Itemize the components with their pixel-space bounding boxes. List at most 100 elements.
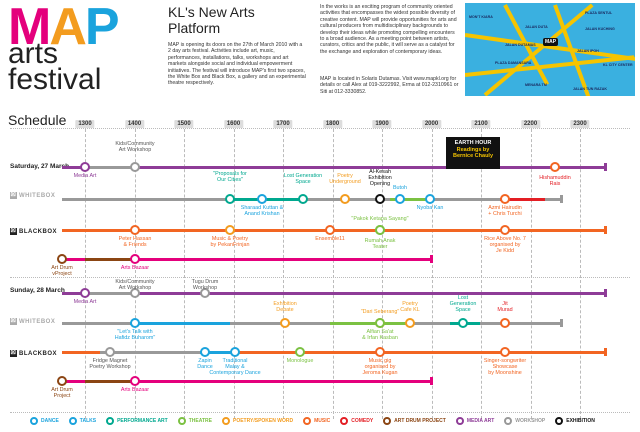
map-pin: MAP	[543, 38, 559, 46]
event-label: Media Art	[73, 173, 97, 179]
event-node[interactable]	[500, 318, 510, 328]
event-label: Poetry Cafe KL	[400, 301, 420, 313]
schedule-track	[390, 197, 430, 201]
event-label: Sharaad Kuttan & Anand Krishan	[240, 205, 284, 217]
event-node[interactable]	[425, 194, 435, 204]
hour-gridline	[332, 129, 334, 419]
schedule-track	[85, 165, 135, 169]
event-node[interactable]	[130, 254, 140, 264]
legend-dot-icon	[383, 417, 392, 425]
hour-label: 1500	[174, 120, 194, 128]
event-node[interactable]	[325, 225, 335, 235]
event-node[interactable]	[340, 194, 350, 204]
event-node[interactable]	[57, 376, 67, 386]
event-node[interactable]	[130, 225, 140, 235]
map-label: KL CITY CENTER	[603, 63, 633, 67]
event-node[interactable]	[80, 288, 90, 298]
event-node[interactable]	[130, 376, 140, 386]
event-node[interactable]	[500, 194, 510, 204]
event-node[interactable]	[405, 318, 415, 328]
hour-gridline	[134, 129, 136, 419]
event-label: Al-Kesah Exhibition Opening	[368, 169, 392, 187]
event-node[interactable]	[130, 288, 140, 298]
earth-hour-sub: Readings by	[456, 146, 490, 153]
event-node[interactable]	[375, 194, 385, 204]
legend-item: WORKSHOP	[504, 417, 545, 425]
event-label: Ensemble11	[315, 236, 345, 242]
event-node[interactable]	[257, 194, 267, 204]
event-node[interactable]	[458, 318, 468, 328]
logo-festival: festival	[8, 63, 102, 96]
map-label: JALAN DUTAMAS	[505, 43, 536, 47]
event-node[interactable]	[295, 347, 305, 357]
blackbox-icon: ☒	[10, 350, 17, 357]
event-node[interactable]	[550, 162, 560, 172]
event-label: Kids/Community Art Workshop	[115, 279, 155, 291]
event-node[interactable]	[200, 347, 210, 357]
event-node[interactable]	[375, 225, 385, 235]
legend-item: TALKS	[68, 417, 97, 425]
event-node[interactable]	[395, 194, 405, 204]
schedule-track	[330, 321, 410, 325]
event-node[interactable]	[500, 347, 510, 357]
legend-item: THEATRE	[177, 417, 212, 425]
venue-blackbox-sun: ☒ BLACKBOX	[10, 350, 57, 357]
venue-blackbox-label: BLACKBOX	[19, 228, 57, 235]
earth-hour-name: Bernice Chauly	[452, 153, 494, 159]
venue-whitebox-sat: ☒ WHITEBOX	[10, 192, 55, 199]
legend-dot-icon	[221, 417, 230, 425]
event-node[interactable]	[230, 347, 240, 357]
event-node[interactable]	[225, 225, 235, 235]
earth-hour-box: EARTH HOUR Readings by Bernice Chauly	[446, 137, 500, 169]
event-label: Zapin Dance	[197, 358, 213, 370]
event-label: Art Drum Project	[51, 387, 73, 399]
legend-item: ART DRUM PROJECT	[383, 417, 446, 425]
event-node[interactable]	[375, 318, 385, 328]
event-node[interactable]	[130, 162, 140, 172]
event-label: "Proposals for Our Cities"	[213, 171, 247, 183]
legend-label: EXHIBITION	[566, 418, 595, 424]
intro-title: KL's New Arts Platform	[168, 4, 255, 36]
schedule-track	[500, 197, 545, 201]
location-map: MAP MON'T KIARA JALAN DUTAMAS PLAZA SENT…	[465, 3, 635, 96]
event-node[interactable]	[200, 288, 210, 298]
event-node[interactable]	[375, 347, 385, 357]
schedule-track	[62, 257, 430, 261]
schedule-track	[62, 197, 560, 201]
schedule-top-rule	[10, 128, 630, 129]
legend-label: POETRY/SPOKEN WORD	[232, 418, 294, 424]
legend-label: COMEDY	[351, 418, 374, 424]
legend-dot-icon	[106, 417, 115, 425]
map-label: JALAN TUN RAZAK	[573, 87, 607, 91]
event-label: Butoh	[392, 185, 408, 191]
legend-label: MUSIC	[314, 418, 331, 424]
legend-dot-icon	[455, 417, 464, 425]
event-label: Nyoba Kan	[416, 205, 444, 211]
schedule-track	[62, 379, 430, 383]
event-label: Tugu Drum Workshop	[191, 279, 219, 291]
schedule-track	[62, 350, 604, 354]
legend-label: PERFORMANCE ART	[117, 418, 168, 424]
event-node[interactable]	[57, 254, 67, 264]
schedule-track	[85, 257, 135, 261]
event-label: Alfian Sa'at & Irfan Kasban	[362, 329, 398, 341]
hour-gridline	[481, 129, 482, 419]
hour-gridline	[431, 129, 433, 419]
legend-label: MEDIA ART	[466, 418, 495, 424]
legend-label: TALKS	[79, 418, 97, 424]
event-node[interactable]	[280, 318, 290, 328]
schedule-track	[480, 228, 560, 232]
event-node[interactable]	[130, 318, 140, 328]
legend-item: POETRY/SPOKEN WORD	[221, 417, 294, 425]
hour-gridline	[85, 129, 86, 419]
event-node[interactable]	[500, 225, 510, 235]
logo-arts: arts	[8, 37, 59, 70]
venue-whitebox-sun: ☒ WHITEBOX	[10, 318, 55, 325]
event-node[interactable]	[225, 194, 235, 204]
event-node[interactable]	[298, 194, 308, 204]
event-node[interactable]	[105, 347, 115, 357]
track-end-marker	[604, 348, 607, 356]
event-node[interactable]	[80, 162, 90, 172]
intro-body: MAP is opening its doors on the 27th of …	[168, 42, 306, 87]
event-label: Hishamuddin Rais	[539, 175, 571, 187]
